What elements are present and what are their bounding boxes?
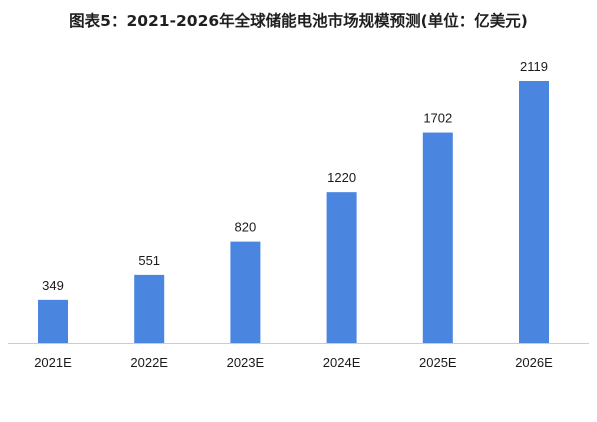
bar-2022E bbox=[134, 274, 165, 343]
bar-2025E bbox=[422, 132, 453, 343]
bar-2026E bbox=[519, 81, 549, 343]
value-label-2024E: 1220 bbox=[327, 170, 356, 185]
bars-group bbox=[38, 81, 549, 343]
x-tick-label-2025E: 2025E bbox=[419, 355, 457, 370]
value-label-2021E: 349 bbox=[42, 278, 64, 293]
x-tick-labels-group: 2021E 2022E 2023E 2024E 2025E 2026E bbox=[34, 355, 553, 370]
bar-2021E bbox=[38, 299, 68, 343]
bar-2024E bbox=[326, 192, 357, 343]
value-label-2023E: 820 bbox=[235, 220, 257, 235]
chart-title: 图表5：2021-2026年全球储能电池市场规模预测(单位：亿美元) bbox=[69, 12, 528, 30]
x-tick-label-2026E: 2026E bbox=[515, 355, 553, 370]
x-tick-label-2021E: 2021E bbox=[34, 355, 72, 370]
value-label-2022E: 551 bbox=[138, 253, 160, 268]
bar-2023E bbox=[230, 241, 261, 343]
value-labels-group: 349 551 820 1220 1702 2119 bbox=[42, 59, 548, 293]
x-tick-label-2024E: 2024E bbox=[323, 355, 361, 370]
x-tick-label-2023E: 2023E bbox=[227, 355, 265, 370]
x-tick-label-2022E: 2022E bbox=[130, 355, 168, 370]
value-label-2026E: 2119 bbox=[520, 59, 548, 74]
value-label-2025E: 1702 bbox=[423, 111, 452, 126]
